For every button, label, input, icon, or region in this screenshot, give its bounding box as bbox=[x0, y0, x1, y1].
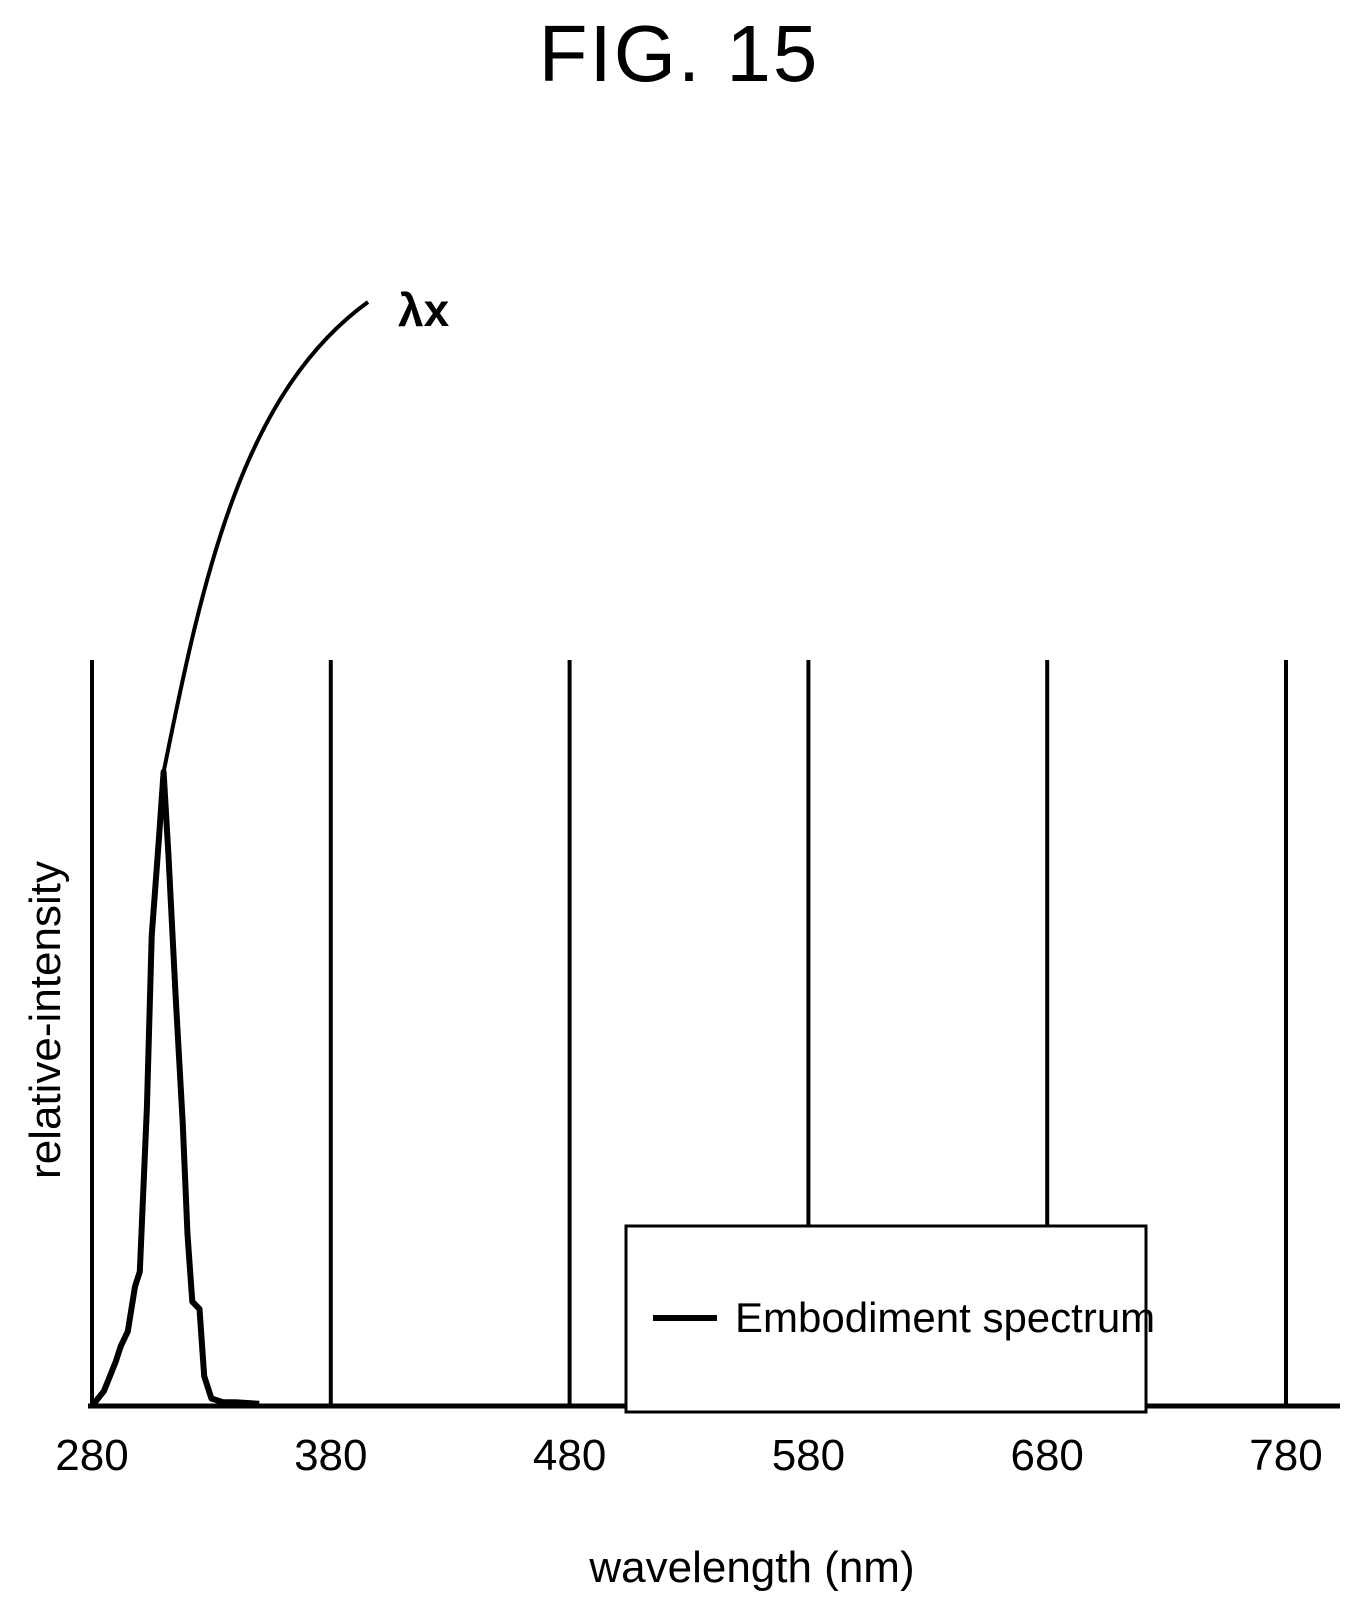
lambda-x-leader-line bbox=[164, 302, 368, 772]
x-axis-label: wavelength (nm) bbox=[588, 1543, 914, 1592]
x-tick-label-280: 280 bbox=[55, 1431, 128, 1480]
legend-label: Embodiment spectrum bbox=[735, 1294, 1155, 1341]
y-axis-label: relative-intensity bbox=[21, 861, 70, 1179]
x-tick-label-680: 680 bbox=[1010, 1431, 1083, 1480]
x-tick-labels: 280 380 480 580 680 780 bbox=[55, 1431, 1322, 1480]
x-tick-label-480: 480 bbox=[533, 1431, 606, 1480]
x-tick-label-780: 780 bbox=[1249, 1431, 1322, 1480]
legend: Embodiment spectrum bbox=[626, 1226, 1155, 1412]
x-tick-label-580: 580 bbox=[772, 1431, 845, 1480]
series-line-0 bbox=[92, 772, 259, 1406]
x-tick-label-380: 380 bbox=[294, 1431, 367, 1480]
series-layer bbox=[92, 772, 259, 1406]
lambda-x-annotation: λx bbox=[398, 284, 450, 336]
